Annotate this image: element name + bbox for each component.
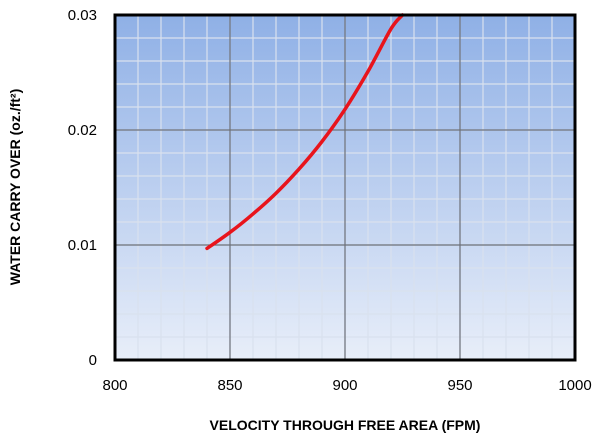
x-tick-label: 900 — [332, 377, 357, 394]
series-layer — [205, 13, 405, 251]
y-tick-labels: 0 0.01 0.02 0.03 — [68, 7, 97, 369]
x-tick-label: 850 — [217, 377, 242, 394]
plot-frame — [113, 13, 577, 362]
y-tick-label: 0 — [89, 352, 97, 369]
x-tick-label: 1000 — [558, 377, 591, 394]
x-axis-title: VELOCITY THROUGH FREE AREA (FPM) — [210, 417, 481, 433]
x-tick-label: 950 — [447, 377, 472, 394]
major-grid — [115, 15, 575, 360]
y-axis-title: WATER CARRY OVER (oz./ft²) — [7, 89, 23, 286]
y-tick-label: 0.01 — [68, 237, 97, 254]
y-tick-label: 0.02 — [68, 122, 97, 139]
series-line — [205, 13, 405, 251]
x-tick-label: 800 — [102, 377, 127, 394]
y-tick-label: 0.03 — [68, 7, 97, 24]
x-tick-labels: 800 850 900 950 1000 — [102, 377, 591, 394]
